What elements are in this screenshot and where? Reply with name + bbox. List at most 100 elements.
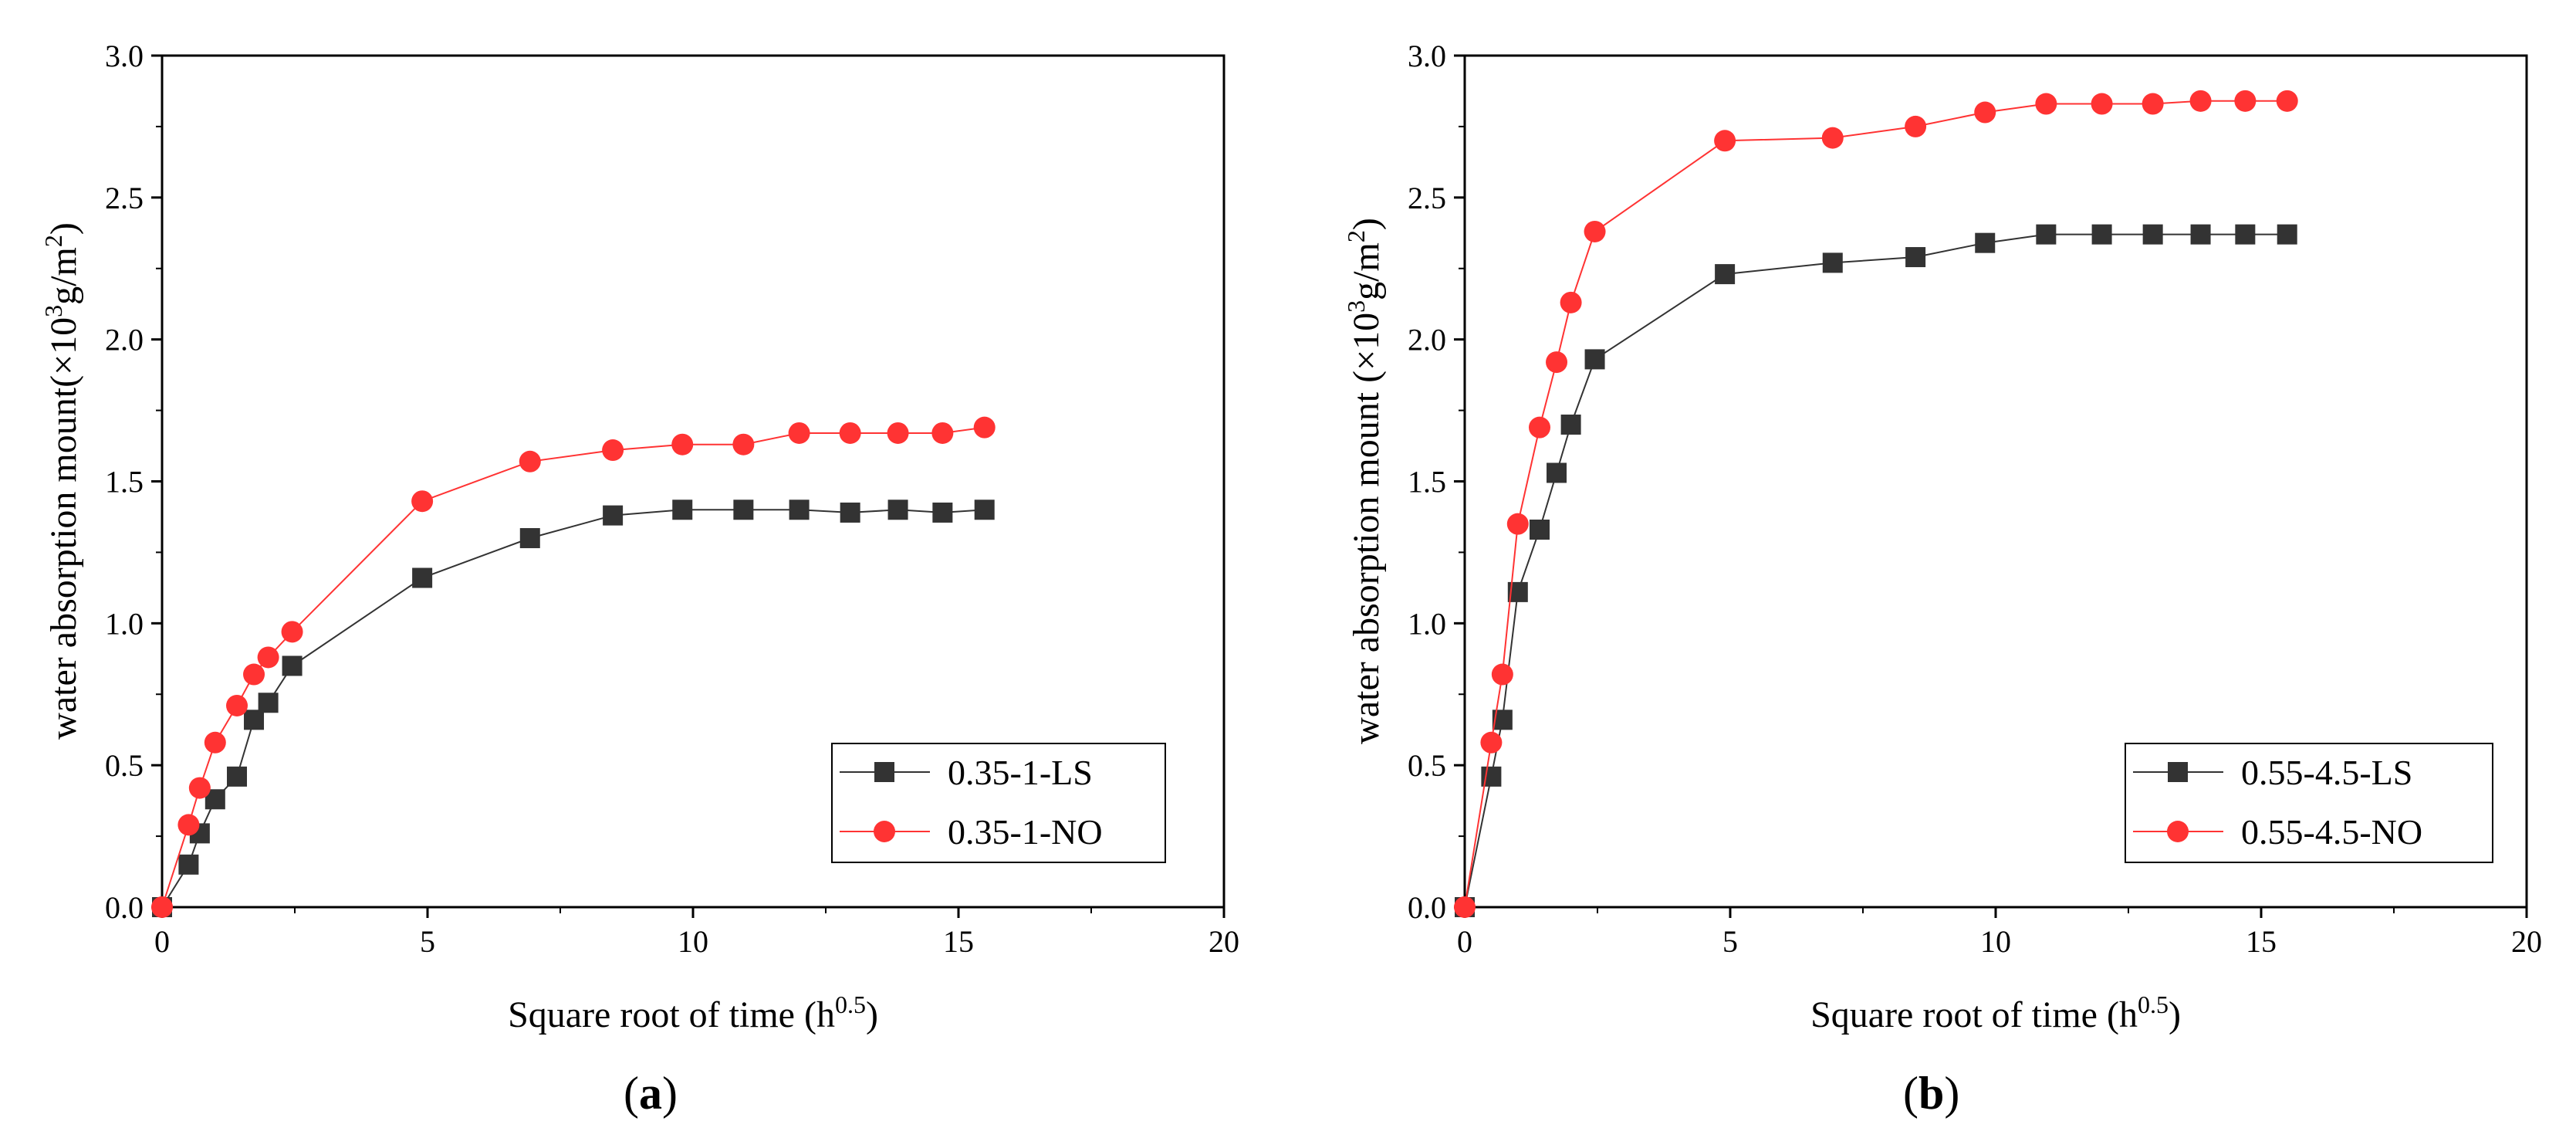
data-point (1480, 731, 1503, 754)
data-point (789, 500, 810, 520)
data-point (932, 502, 953, 523)
data-point (839, 422, 861, 444)
panel-label: (b) (1903, 1068, 1959, 1119)
data-point (2091, 93, 2113, 115)
x-tick-label: 0 (1457, 924, 1472, 959)
data-point (1547, 462, 1567, 483)
data-point (519, 528, 540, 549)
x-tick-label: 10 (678, 924, 708, 959)
y-tick-label: 0.5 (1408, 748, 1446, 783)
legend-marker-circle (874, 821, 895, 842)
data-point (671, 433, 694, 456)
data-point (2142, 224, 2163, 245)
y-axis: 0.0 0.5 1.0 1.5 2.0 2.5 3.0 (1408, 39, 1465, 925)
data-point (177, 814, 200, 836)
data-point (1530, 520, 1550, 540)
y-tick-label: 3.0 (105, 39, 144, 73)
series-layer (151, 416, 996, 918)
legend-label-no: 0.35-1-NO (948, 812, 1103, 852)
y-axis-title: water absorption mount(×103g/m2) (39, 222, 84, 740)
x-tick-label: 20 (1209, 924, 1239, 959)
x-axis: 0 5 10 15 20 (1457, 907, 2542, 959)
data-point (1454, 896, 1476, 918)
data-point (282, 655, 303, 676)
data-point (258, 693, 279, 713)
x-axis-title: Square root of time (h0.5) (508, 991, 878, 1035)
data-point (1975, 232, 1996, 253)
data-point (2035, 93, 2057, 115)
data-point (2189, 90, 2212, 112)
y-tick-label: 3.0 (1408, 39, 1446, 73)
data-point (1584, 220, 1606, 242)
data-point (1560, 414, 1581, 435)
data-point (204, 731, 226, 754)
legend: 0.55-4.5-LS 0.55-4.5-NO (2125, 743, 2493, 863)
data-point (733, 500, 754, 520)
data-point (2234, 90, 2257, 112)
x-tick-label: 5 (420, 924, 435, 959)
data-point (411, 490, 434, 513)
y-tick-label: 2.0 (1408, 323, 1446, 357)
y-axis: 0.0 0.5 1.0 1.5 2.0 2.5 3.0 (105, 39, 162, 925)
x-tick-label: 20 (2511, 924, 2542, 959)
y-tick-label: 1.0 (105, 606, 144, 641)
data-point (412, 567, 433, 588)
data-point (1546, 351, 1568, 374)
data-point (519, 450, 541, 472)
x-tick-label: 5 (1722, 924, 1738, 959)
data-point (1905, 247, 1926, 268)
data-point (973, 416, 996, 439)
y-tick-label: 1.0 (1408, 606, 1446, 641)
data-point (1974, 101, 1996, 124)
data-point (887, 500, 908, 520)
y-tick-label: 0.0 (1408, 890, 1446, 925)
data-point (227, 766, 248, 787)
data-point (2091, 224, 2112, 245)
data-point (2036, 224, 2057, 245)
data-point (257, 646, 279, 669)
legend: 0.35-1-LS 0.35-1-NO (831, 743, 1166, 863)
data-point (788, 422, 810, 444)
y-tick-label: 2.5 (105, 181, 144, 215)
y-tick-label: 0.0 (105, 890, 144, 925)
data-point (1506, 513, 1529, 535)
data-point (2277, 224, 2297, 245)
x-axis: 0 5 10 15 20 (154, 907, 1239, 959)
x-axis-title: Square root of time (h0.5) (1810, 991, 2181, 1035)
y-tick-label: 2.0 (105, 323, 144, 357)
data-point (672, 500, 693, 520)
data-point (2235, 224, 2256, 245)
legend-marker-circle (2167, 821, 2189, 842)
data-point (244, 710, 265, 730)
y-tick-label: 2.5 (1408, 181, 1446, 215)
x-tick-label: 15 (2246, 924, 2277, 959)
legend-marker-square (2168, 762, 2188, 782)
data-point (1905, 115, 1927, 137)
data-point (2142, 93, 2164, 115)
y-axis-title: water absorption mount (×103g/m2) (1342, 218, 1387, 744)
data-point (2190, 224, 2211, 245)
data-point (188, 777, 211, 799)
data-point (281, 621, 303, 643)
data-point (226, 694, 248, 716)
data-point (1822, 252, 1843, 273)
data-point (2276, 90, 2298, 112)
x-tick-label: 15 (943, 924, 974, 959)
y-tick-label: 0.5 (105, 748, 144, 783)
y-tick-label: 1.5 (105, 465, 144, 500)
data-point (602, 439, 624, 462)
data-point (732, 433, 755, 456)
data-point (1714, 130, 1736, 152)
data-point (887, 422, 909, 444)
legend-label-ls: 0.35-1-LS (948, 753, 1093, 792)
data-point (974, 500, 995, 520)
data-point (1821, 127, 1844, 149)
data-point (151, 896, 173, 918)
data-point (1529, 416, 1551, 439)
series-layer (1454, 90, 2298, 918)
panel-label: (a) (624, 1068, 678, 1119)
data-point (1584, 349, 1605, 370)
chart-panel-b: 0.0 0.5 1.0 1.5 2.0 2.5 3.0 0 5 10 15 20 Square ro… (1342, 39, 2542, 1119)
data-point (603, 505, 624, 526)
